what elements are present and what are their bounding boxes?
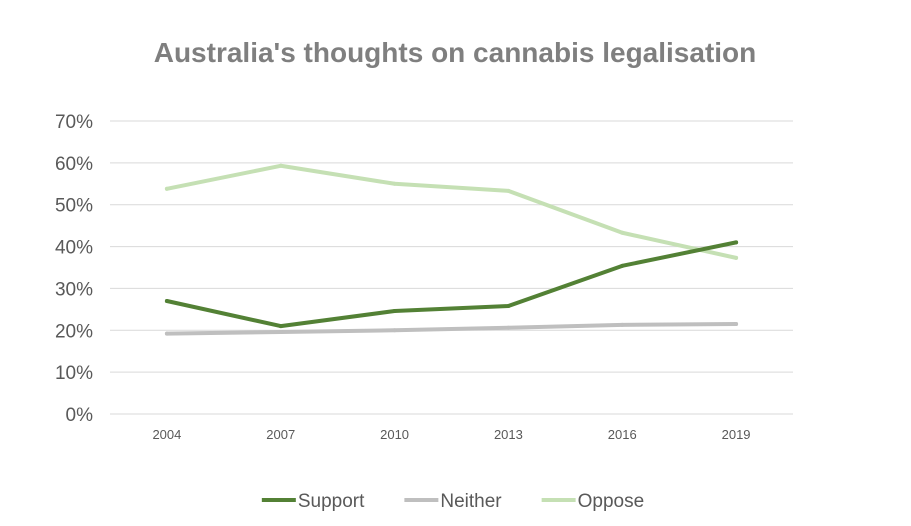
series-lines bbox=[164, 163, 739, 336]
data-point-support bbox=[278, 324, 283, 329]
y-tick-label: 20% bbox=[55, 321, 93, 342]
data-point-support bbox=[506, 304, 511, 309]
x-tick-label: 2010 bbox=[380, 427, 409, 442]
data-point-oppose bbox=[164, 186, 169, 191]
legend-label: Support bbox=[298, 491, 365, 512]
y-tick-label: 50% bbox=[55, 196, 93, 217]
y-axis-ticks: 0% 10% 20% 30% 40% 50% 60% 70% bbox=[55, 112, 93, 426]
data-point-neither bbox=[278, 329, 283, 334]
x-axis-ticks: 2004 2007 2010 2013 2016 2019 bbox=[152, 427, 750, 442]
data-point-neither bbox=[164, 331, 169, 336]
y-tick-label: 40% bbox=[55, 238, 93, 259]
data-point-oppose bbox=[506, 188, 511, 193]
data-point-neither bbox=[392, 328, 397, 333]
y-tick-label: 60% bbox=[55, 154, 93, 175]
data-point-oppose bbox=[392, 181, 397, 186]
data-point-support bbox=[734, 240, 739, 245]
y-tick-label: 30% bbox=[55, 279, 93, 300]
x-tick-label: 2016 bbox=[608, 427, 637, 442]
legend-item-neither: Neither bbox=[404, 491, 502, 512]
data-point-oppose bbox=[278, 163, 283, 168]
x-tick-label: 2007 bbox=[266, 427, 295, 442]
legend-label: Oppose bbox=[578, 491, 645, 512]
legend-item-oppose: Oppose bbox=[541, 491, 645, 512]
y-tick-label: 0% bbox=[66, 405, 94, 426]
series-line-support bbox=[164, 240, 739, 329]
data-point-support bbox=[392, 309, 397, 314]
data-point-neither bbox=[734, 322, 739, 327]
legend: Support Neither Oppose bbox=[261, 491, 645, 512]
legend-item-support: Support bbox=[261, 491, 365, 512]
data-point-support bbox=[164, 298, 169, 303]
x-tick-label: 2013 bbox=[494, 427, 523, 442]
series-line-oppose bbox=[164, 163, 739, 260]
y-tick-label: 10% bbox=[55, 363, 93, 384]
data-point-neither bbox=[506, 325, 511, 330]
data-point-oppose bbox=[620, 230, 625, 235]
legend-label: Neither bbox=[440, 491, 502, 512]
chart-title: Australia's thoughts on cannabis legalis… bbox=[154, 37, 757, 68]
x-tick-label: 2004 bbox=[152, 427, 181, 442]
x-tick-label: 2019 bbox=[722, 427, 751, 442]
data-point-support bbox=[620, 263, 625, 268]
series-line-neither bbox=[164, 322, 739, 336]
data-point-neither bbox=[620, 322, 625, 327]
gridlines bbox=[110, 120, 793, 415]
data-point-oppose bbox=[734, 255, 739, 260]
y-tick-label: 70% bbox=[55, 112, 93, 133]
